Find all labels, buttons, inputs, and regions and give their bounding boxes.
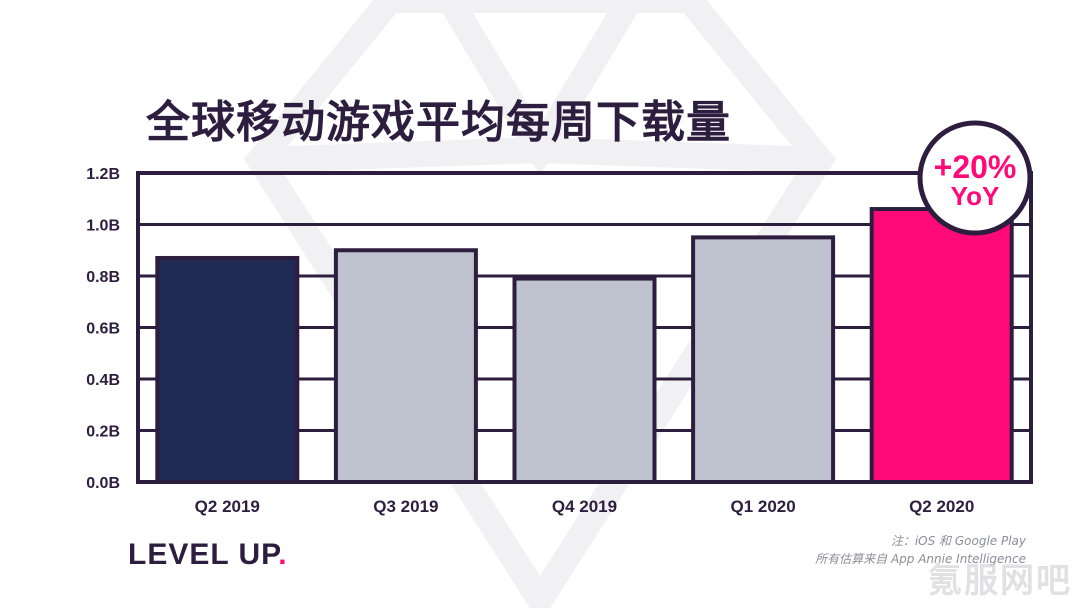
brand-dot: . — [278, 538, 288, 571]
x-tick-label: Q2 2020 — [909, 497, 974, 516]
yoy-badge-circle — [917, 120, 1033, 236]
yoy-badge: +20% YoY — [917, 120, 1033, 236]
brand-logo: LEVEL UP. — [128, 538, 288, 572]
yoy-label-text: YoY — [951, 181, 1000, 211]
y-tick-label: 0.6B — [86, 321, 120, 338]
x-tick-label: Q2 2019 — [195, 497, 260, 516]
y-tick-label: 0.4B — [86, 372, 120, 389]
brand-text: LEVEL UP — [128, 538, 279, 571]
x-tick-label: Q1 2020 — [730, 497, 795, 516]
bar-q3-2019 — [333, 248, 478, 484]
corner-watermark: 氪服网吧 — [928, 561, 1072, 601]
y-tick-label: 0.0B — [86, 475, 120, 492]
source-note: 注：iOS 和 Google Play 所有估算来自 App Annie Int… — [815, 532, 1026, 568]
y-tick-label: 0.2B — [86, 424, 120, 441]
y-tick-label: 1.2B — [86, 166, 120, 183]
chart-title: 全球移动游戏平均每周下载量 — [146, 97, 731, 148]
source-note-line2: 所有估算来自 App Annie Intelligence — [815, 552, 1026, 566]
yoy-percent-text: +20% — [934, 149, 1017, 185]
bar-q1-2020 — [691, 235, 836, 484]
x-tick-label: Q3 2019 — [373, 497, 438, 516]
source-note-line1: 注：iOS 和 Google Play — [890, 534, 1026, 548]
bar-q2-2020 — [869, 207, 1014, 485]
x-tick-label: Q4 2019 — [552, 497, 617, 516]
y-tick-label: 1.0B — [86, 218, 120, 235]
y-tick-label: 0.8B — [86, 269, 120, 286]
plot-frame — [136, 171, 1033, 484]
bar-q4-2019 — [512, 276, 657, 485]
bar-q2-2019 — [155, 255, 300, 484]
